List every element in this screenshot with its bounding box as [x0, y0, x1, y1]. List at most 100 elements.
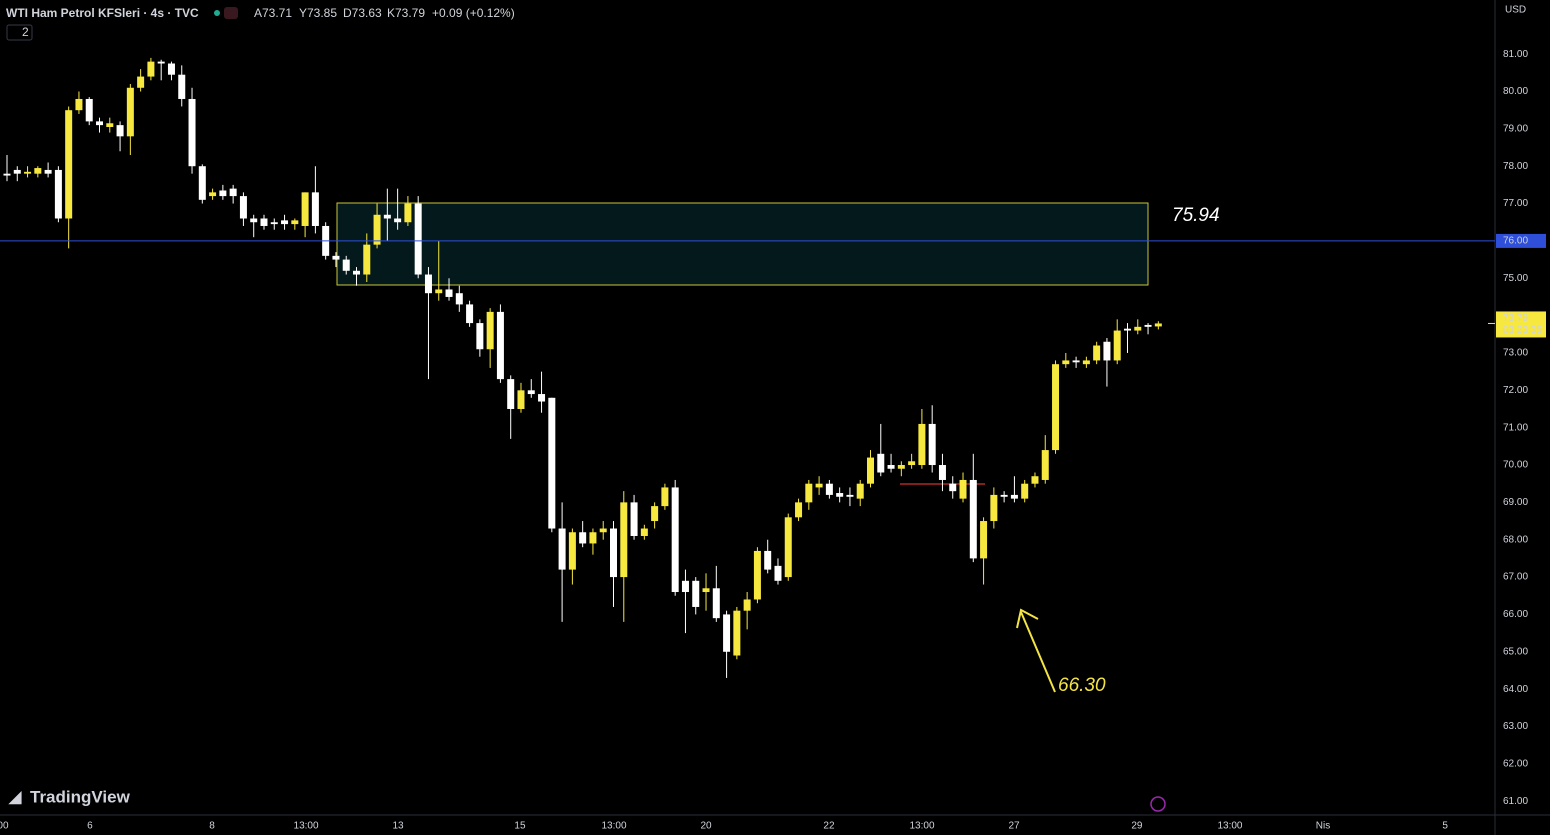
currency[interactable]: USD: [1505, 5, 1526, 16]
candle-body: [908, 461, 916, 466]
candle-body: [579, 532, 587, 544]
y-tick-label: 81.00: [1503, 49, 1528, 60]
candle-body: [918, 423, 926, 466]
candle-body: [301, 192, 309, 226]
candle-body: [260, 218, 268, 226]
candle-body: [990, 494, 998, 522]
candle-body: [887, 465, 895, 469]
candle-body: [239, 196, 247, 219]
candle-body: [599, 528, 607, 533]
candle-body: [1021, 483, 1029, 499]
candle-body: [445, 289, 453, 297]
candle-body: [65, 110, 73, 219]
candle-body: [1072, 360, 1080, 363]
x-tick-label: 6: [87, 821, 93, 832]
candle-body: [1144, 324, 1152, 327]
candle-body: [712, 588, 720, 619]
x-tick-label: 15: [514, 821, 526, 832]
candle-body: [353, 270, 361, 275]
candle-body: [877, 453, 885, 473]
candle-body: [548, 397, 556, 529]
candle-body: [1052, 364, 1060, 451]
candle-body: [1154, 323, 1162, 327]
candle-body: [753, 550, 761, 600]
candle-body: [332, 255, 340, 260]
y-tick-label: 61.00: [1503, 796, 1528, 807]
candle-body: [209, 192, 217, 197]
x-tick-label: 20: [700, 821, 712, 832]
candle-body: [75, 98, 83, 111]
candle-body: [24, 171, 32, 174]
level-label-box: [1496, 233, 1546, 248]
countdown: 03:23:35: [1503, 325, 1542, 336]
candle-body: [1000, 494, 1008, 497]
x-tick-label: Nis: [1316, 821, 1330, 832]
candle-body: [167, 63, 175, 75]
y-tick-label: 63.00: [1503, 721, 1528, 732]
candle-body: [836, 493, 844, 497]
indicator-toggle[interactable]: [6, 24, 33, 41]
x-tick-label: 13:00: [909, 821, 934, 832]
event-icon[interactable]: [1150, 796, 1166, 812]
candle-body: [1103, 341, 1111, 361]
candle-body: [630, 502, 638, 536]
arrow: [1016, 608, 1056, 693]
candle-body: [568, 532, 576, 570]
x-tick-label: 13:00: [294, 821, 319, 832]
candle-body: [661, 487, 669, 507]
candle-body: [281, 220, 289, 225]
candle-body: [229, 188, 237, 197]
candle-body: [1113, 330, 1121, 361]
candle-body: [959, 479, 967, 499]
ohlc-change: +0.09 (+0.12%): [432, 6, 515, 20]
ohlc-low: D73.63: [343, 6, 382, 20]
candle-body: [815, 483, 823, 488]
candle-body: [3, 173, 11, 176]
candle-body: [250, 218, 258, 223]
level-label: 76.00: [1503, 236, 1528, 247]
candle-body: [527, 390, 535, 395]
brand-logo: ◢: [8, 789, 22, 806]
candle-body: [188, 98, 196, 167]
candle-body: [1010, 494, 1018, 499]
candle-body: [733, 610, 741, 656]
candle-body: [363, 244, 371, 275]
candle-body: [137, 76, 145, 88]
candle-body: [702, 588, 710, 593]
candle-body: [651, 506, 659, 522]
y-tick-label: 68.00: [1503, 534, 1528, 545]
candle-body: [681, 580, 689, 593]
ohlc-open: A73.71: [254, 6, 292, 20]
candle-body: [54, 169, 62, 219]
candle-body: [743, 599, 751, 611]
candle-body: [311, 192, 319, 226]
y-tick-label: 72.00: [1503, 385, 1528, 396]
symbol: WTI Ham Petrol KFSleri · 4s · TVC: [6, 6, 199, 20]
candle-body: [455, 293, 463, 305]
candle-body: [404, 203, 412, 223]
y-tick-label: 64.00: [1503, 684, 1528, 695]
candle-body: [414, 203, 422, 275]
candle-body: [1082, 360, 1090, 365]
candle-body: [116, 125, 124, 137]
candle-body: [723, 614, 731, 652]
candle-body: [558, 528, 566, 570]
candle-body: [198, 166, 206, 200]
y-tick-label: 69.00: [1503, 497, 1528, 508]
candle-body: [620, 502, 628, 578]
ohlc-close: K73.79: [387, 6, 425, 20]
indicator-count: 2: [22, 25, 29, 39]
candle-body: [178, 74, 186, 99]
candle-body: [435, 289, 443, 294]
candle-body: [106, 123, 114, 127]
candle-body: [846, 494, 854, 497]
x-tick-label: 13:00: [602, 821, 627, 832]
candle-body: [795, 502, 803, 518]
candle-body: [126, 87, 134, 137]
candle-body: [610, 528, 618, 578]
candle-body: [538, 394, 546, 402]
candle-body: [856, 483, 864, 499]
annotation: 75.94: [1172, 205, 1220, 226]
candle-body: [1062, 360, 1070, 365]
